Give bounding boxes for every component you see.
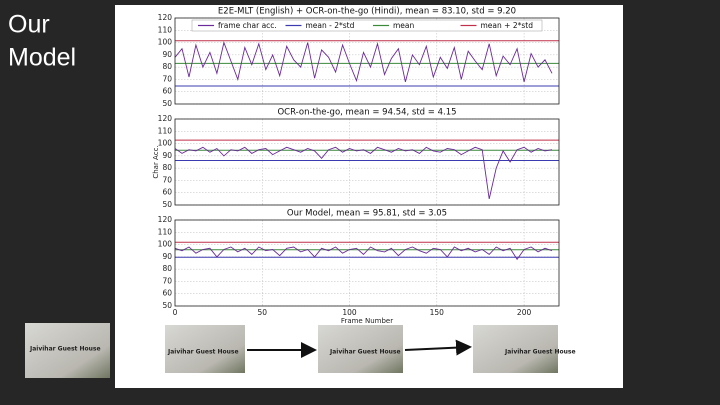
y-tick-label: 90	[162, 151, 172, 160]
y-tick-label: 100	[158, 240, 173, 249]
y-tick-label: 120	[158, 114, 173, 123]
y-tick-label: 120	[158, 215, 173, 224]
y-tick-label: 70	[162, 74, 172, 83]
slide-title: Model	[8, 44, 76, 72]
y-tick-label: 70	[162, 276, 172, 285]
data-line	[174, 41, 553, 83]
y-tick-label: 50	[162, 99, 172, 108]
legend-label: mean + 2*std	[481, 21, 534, 30]
photo: Jaivihar Guest House	[318, 325, 403, 373]
y-tick-label: 110	[158, 126, 173, 135]
legend-label: mean - 2*std	[306, 21, 355, 30]
chart-title: Our Model, mean = 95.81, std = 3.05	[287, 209, 447, 219]
chart-title: E2E-MLT (English) + OCR-on-the-go (Hindi…	[218, 7, 516, 17]
x-tick-label: 100	[342, 308, 357, 317]
y-tick-label: 70	[162, 175, 172, 184]
arrow	[404, 339, 472, 356]
y-tick-label: 80	[162, 163, 172, 172]
y-tick-label: 60	[162, 87, 172, 96]
x-tick-label: 0	[173, 308, 178, 317]
y-tick-label: 110	[158, 227, 173, 236]
y-tick-label: 60	[162, 188, 172, 197]
y-tick-label: 120	[158, 13, 173, 22]
x-tick-label: 50	[257, 308, 267, 317]
y-tick-label: 90	[162, 50, 172, 59]
plot-frame	[174, 219, 560, 307]
plot-frame	[174, 17, 560, 105]
legend-label: frame char acc.	[218, 21, 277, 30]
y-tick-label: 60	[162, 289, 172, 298]
photo: Jaivihar Guest House	[165, 325, 245, 373]
photo-text: Jaivihar Guest House	[504, 349, 576, 356]
chart: OCR-on-the-go, mean = 94.54, std = 4.15 5…	[152, 108, 560, 209]
y-tick-label: 80	[162, 62, 172, 71]
y-tick-label: 50	[162, 301, 172, 310]
photo: Jaivihar Guest House	[25, 323, 110, 378]
y-tick-label: 110	[158, 25, 173, 34]
slide-title: Our	[8, 11, 50, 39]
y-tick-label: 80	[162, 264, 172, 273]
data-line	[174, 146, 553, 199]
y-tick-label: 100	[158, 38, 173, 47]
x-axis-label: Frame Number	[341, 317, 393, 325]
figure-panel	[115, 5, 623, 388]
chart-title: OCR-on-the-go, mean = 94.54, std = 4.15	[277, 108, 456, 118]
data-line	[174, 246, 553, 261]
legend-box	[191, 19, 543, 32]
x-tick-label: 200	[517, 308, 532, 317]
chart: E2E-MLT (English) + OCR-on-the-go (Hindi…	[158, 7, 560, 108]
y-tick-label: 90	[162, 252, 172, 261]
photo-text: Jaivihar Guest House	[329, 349, 401, 356]
y-axis-label: Char Acc.	[152, 145, 160, 178]
photo: Jaivihar Guest House	[473, 325, 576, 373]
photo-text: Jaivihar Guest House	[167, 349, 239, 356]
legend-label: mean	[393, 21, 415, 30]
y-tick-label: 100	[158, 139, 173, 148]
x-tick-label: 150	[430, 308, 445, 317]
y-tick-label: 50	[162, 200, 172, 209]
chart: Our Model, mean = 95.81, std = 3.05 50 60 7…	[158, 209, 560, 325]
plot-frame	[174, 118, 560, 206]
photo-text: Jaivihar Guest House	[29, 346, 101, 353]
